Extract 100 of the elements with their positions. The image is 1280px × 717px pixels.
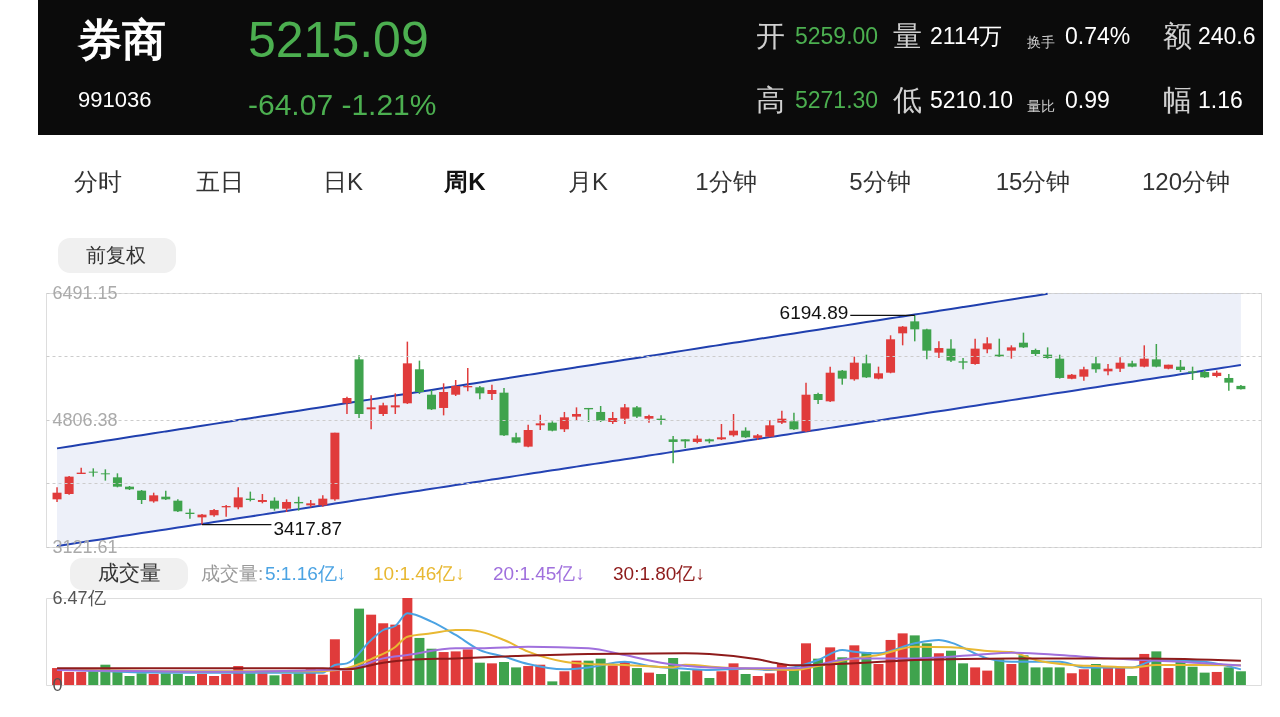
- bar: [499, 662, 510, 685]
- bar: [1054, 667, 1065, 685]
- bar: [281, 673, 292, 685]
- bar: [1115, 668, 1126, 685]
- bar: [631, 668, 642, 685]
- text: 20:1.45亿↓: [493, 563, 585, 584]
- bar: [317, 674, 328, 685]
- candlestick: [1224, 373, 1234, 392]
- bar: [450, 651, 461, 685]
- bar: [788, 669, 799, 685]
- bar: [704, 678, 715, 685]
- text: 量比: [1027, 98, 1055, 114]
- candlestick: [946, 338, 956, 363]
- text: 分时: [74, 168, 122, 195]
- candlestick: [620, 403, 630, 425]
- text: 5:1.16亿↓: [265, 563, 347, 584]
- bar: [172, 673, 183, 685]
- y-tick-label: 3121.61: [52, 536, 118, 557]
- candlestick: [1055, 353, 1065, 380]
- bar: [511, 667, 522, 685]
- bar: [293, 673, 304, 685]
- bar: [112, 671, 123, 685]
- y-tick-label: 6491.15: [52, 282, 118, 303]
- bar: [752, 675, 763, 685]
- bar: [607, 665, 618, 685]
- bar: [1199, 672, 1210, 685]
- bar: [462, 649, 473, 685]
- text: 低: [893, 84, 922, 116]
- text: 日K: [322, 168, 364, 195]
- candlestick: [366, 394, 376, 431]
- candlestick: [898, 325, 908, 347]
- y-tick-label: 4806.38: [52, 409, 118, 430]
- bar: [1030, 667, 1041, 685]
- candlestick: [958, 357, 968, 371]
- text: 120分钟: [1141, 168, 1231, 195]
- bar: [486, 663, 497, 685]
- bar: [523, 666, 534, 685]
- text: 5215.09: [248, 12, 429, 68]
- candlestick: [849, 355, 859, 382]
- bar: [547, 681, 558, 685]
- candlestick: [64, 475, 74, 496]
- text: 15分钟: [995, 168, 1071, 195]
- bar: [1211, 671, 1222, 685]
- candlestick: [233, 486, 243, 511]
- bar: [269, 675, 280, 685]
- text: 券商: [77, 15, 166, 64]
- candlestick: [390, 392, 400, 415]
- bar: [245, 673, 256, 685]
- bar: [1163, 668, 1174, 685]
- annotation: 3417.87: [273, 517, 343, 539]
- text: 0.74%: [1065, 23, 1131, 49]
- bar: [1223, 667, 1234, 685]
- text: 换手: [1027, 34, 1055, 50]
- bar: [643, 672, 654, 685]
- bar: [88, 670, 99, 685]
- bar: [76, 671, 87, 685]
- bar: [740, 673, 751, 685]
- bar: [209, 675, 220, 685]
- y-tick-label: 6.47亿: [52, 587, 106, 608]
- text: 周K: [443, 168, 487, 195]
- candlestick: [861, 353, 871, 379]
- candlestick: [535, 413, 545, 431]
- text: 5271.30: [795, 87, 879, 113]
- text: 开: [756, 20, 785, 52]
- annotation: 6194.89: [779, 302, 849, 324]
- bar: [1042, 667, 1053, 685]
- bar: [1066, 673, 1077, 685]
- bar: [257, 673, 268, 685]
- bar: [184, 675, 195, 685]
- bar: [559, 671, 570, 685]
- text: 240.6: [1198, 23, 1256, 49]
- bar: [1078, 669, 1089, 685]
- bar: [1103, 668, 1114, 685]
- text: 5259.00: [795, 23, 879, 49]
- text: 991036: [78, 87, 152, 112]
- text: 月K: [567, 168, 609, 195]
- bar: [136, 673, 147, 685]
- text: 成交量: [97, 561, 161, 584]
- text: 前复权: [86, 244, 146, 266]
- candlestick: [680, 438, 690, 449]
- bar: [438, 652, 449, 685]
- text: 5分钟: [849, 168, 911, 195]
- candlestick: [910, 314, 920, 343]
- text: 1分钟: [695, 168, 757, 195]
- bar: [124, 675, 135, 685]
- bar: [873, 664, 884, 685]
- text: 0.99: [1065, 87, 1110, 113]
- text: 10:1.46亿↓: [373, 563, 465, 584]
- bar: [958, 663, 969, 685]
- y-tick-label: 0: [52, 674, 63, 695]
- text: 额: [1163, 20, 1192, 52]
- bar: [1187, 666, 1198, 685]
- bar: [64, 671, 75, 685]
- bar: [1006, 664, 1017, 685]
- candlestick: [487, 383, 497, 401]
- line-series: [56, 645, 1242, 673]
- bar: [656, 673, 667, 685]
- candlestick: [668, 435, 678, 465]
- text: 5210.10: [930, 87, 1014, 113]
- candlestick: [414, 359, 424, 395]
